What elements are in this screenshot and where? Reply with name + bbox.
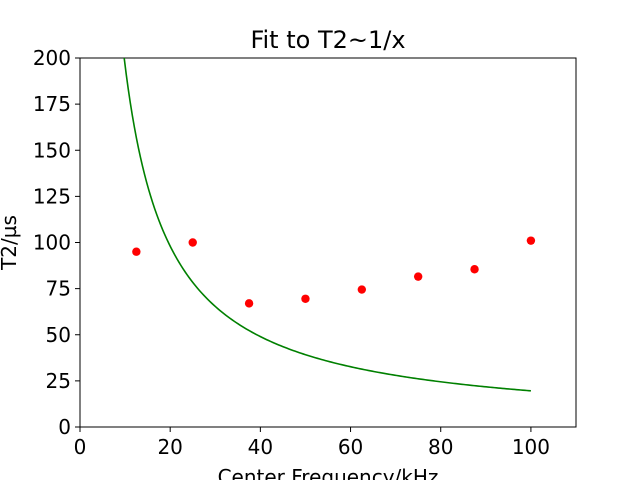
y-tick-label: 150 xyxy=(33,138,71,162)
x-axis-title: Center Frequency/kHz xyxy=(218,465,439,480)
x-tick-label: 80 xyxy=(428,435,453,459)
chart-title: Fit to T2~1/x xyxy=(250,26,405,54)
y-tick-label: 25 xyxy=(46,369,71,393)
x-tick-label: 100 xyxy=(512,435,550,459)
x-tick-label: 0 xyxy=(74,435,87,459)
y-axis: 0 25 50 75 100 125 150 175 200 xyxy=(33,46,80,439)
plot-frame xyxy=(79,57,577,428)
x-tick-label: 20 xyxy=(157,435,182,459)
y-tick-label: 50 xyxy=(46,323,71,347)
data-point xyxy=(301,294,310,303)
y-tick-label: 200 xyxy=(33,46,71,70)
x-axis: 0 20 40 60 80 100 xyxy=(74,427,550,459)
data-point xyxy=(244,299,254,308)
data-point xyxy=(413,272,423,281)
data-point xyxy=(132,247,141,256)
plot-area xyxy=(79,57,577,428)
data-point xyxy=(526,236,536,245)
y-tick-label: 175 xyxy=(33,92,71,116)
y-tick-label: 100 xyxy=(33,231,71,255)
y-tick-label: 0 xyxy=(58,415,71,439)
data-point xyxy=(357,285,367,294)
points-layer xyxy=(132,236,536,308)
x-tick-label: 40 xyxy=(248,435,273,459)
data-point xyxy=(188,238,197,247)
fit-curve xyxy=(123,58,531,392)
y-tick-label: 125 xyxy=(33,184,71,208)
y-tick-label: 75 xyxy=(46,277,71,301)
y-axis-title: T2/µs xyxy=(0,215,21,271)
data-point xyxy=(470,265,479,274)
fit-layer xyxy=(123,58,531,392)
x-tick-label: 60 xyxy=(338,435,363,459)
